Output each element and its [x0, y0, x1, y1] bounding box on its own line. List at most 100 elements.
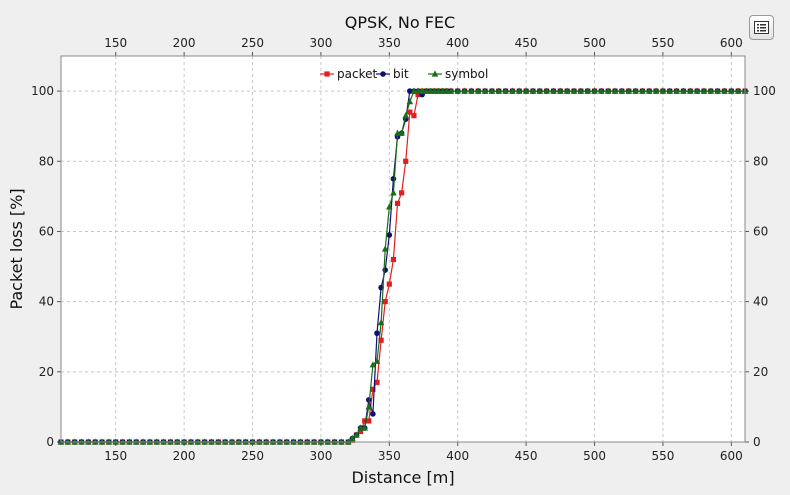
gridlines — [61, 56, 745, 443]
data-point-symbol — [398, 129, 405, 136]
legend-item-symbol: symbol — [428, 67, 488, 81]
data-point-packet — [366, 418, 372, 424]
data-point-symbol — [707, 87, 715, 94]
data-point-symbol — [557, 87, 564, 94]
y-right-tick-label: 80 — [753, 154, 768, 168]
x-tick-label: 550 — [651, 449, 674, 463]
data-point-symbol — [349, 434, 356, 442]
legend-item-packet: packet — [320, 67, 377, 81]
data-point-symbol — [447, 87, 455, 94]
legend-item-bit: bit — [376, 67, 409, 81]
data-point-symbol — [598, 87, 605, 94]
data-point-symbol — [625, 87, 633, 94]
data-point-symbol — [728, 87, 735, 94]
data-point-symbol — [365, 403, 373, 410]
data-point-packet — [374, 379, 380, 385]
legend-label: symbol — [445, 67, 488, 81]
data-point-packet — [394, 200, 401, 206]
data-point-symbol — [468, 87, 475, 94]
axis-ticks: 1501502002002502503003003503504004004504… — [31, 36, 776, 463]
data-point-symbol — [686, 87, 694, 94]
data-point-symbol — [721, 87, 728, 94]
data-point-bit — [407, 88, 413, 94]
data-point-symbol — [381, 245, 389, 252]
y-right-tick-label: 60 — [753, 224, 768, 238]
x-axis-label: Distance [m] — [351, 468, 454, 487]
data-point-symbol — [509, 87, 516, 94]
data-point-packet — [411, 113, 417, 119]
data-point-symbol — [402, 112, 410, 119]
data-point-bit — [370, 411, 376, 417]
y-tick-label: 100 — [31, 84, 54, 98]
data-point-symbol — [591, 87, 598, 94]
data-point-symbol — [714, 87, 721, 94]
data-point-packet — [407, 109, 413, 115]
legend-label: packet — [337, 67, 377, 81]
data-point-symbol — [406, 98, 414, 105]
data-point-symbol — [353, 431, 360, 438]
data-point-symbol — [377, 319, 385, 326]
data-point-packet — [382, 299, 388, 305]
data-point-symbol — [618, 87, 626, 94]
data-point-bit — [390, 176, 397, 182]
data-point-packet — [415, 92, 421, 98]
list-menu-icon — [754, 21, 769, 34]
x-top-tick-label: 250 — [241, 36, 264, 50]
data-point-symbol — [369, 361, 377, 368]
data-point-symbol — [680, 87, 687, 94]
y-right-tick-label: 100 — [753, 84, 776, 98]
data-point-packet — [378, 337, 384, 343]
data-point-symbol — [577, 87, 585, 94]
x-top-tick-label: 600 — [720, 36, 743, 50]
chart-menu-button[interactable] — [749, 15, 774, 40]
data-point-symbol — [488, 87, 496, 94]
plot-area — [60, 55, 746, 443]
data-point-symbol — [604, 87, 612, 94]
data-point-packet — [370, 386, 376, 392]
x-tick-label: 350 — [378, 449, 401, 463]
legend-marker-bit — [380, 71, 386, 77]
x-top-tick-label: 300 — [309, 36, 332, 50]
x-tick-label: 500 — [583, 449, 606, 463]
data-point-symbol — [529, 87, 537, 94]
legend-marker-symbol — [431, 70, 439, 77]
data-point-symbol — [652, 87, 660, 94]
x-tick-label: 150 — [104, 449, 127, 463]
legend-label: bit — [393, 67, 409, 81]
data-point-symbol — [386, 203, 393, 210]
y-axis-label: Packet loss [%] — [7, 188, 26, 309]
data-point-symbol — [734, 87, 742, 94]
x-top-tick-label: 450 — [515, 36, 538, 50]
x-top-tick-label: 350 — [378, 36, 401, 50]
x-top-tick-label: 400 — [446, 36, 469, 50]
data-point-symbol — [390, 189, 397, 196]
data-point-symbol — [481, 87, 489, 94]
x-top-tick-label: 550 — [651, 36, 674, 50]
x-top-tick-label: 150 — [104, 36, 127, 50]
data-point-symbol — [611, 87, 619, 94]
data-point-symbol — [536, 87, 544, 94]
legend-marker-packet — [324, 71, 330, 77]
data-point-symbol — [474, 87, 482, 94]
x-tick-label: 600 — [720, 449, 743, 463]
data-point-bit — [386, 232, 393, 238]
data-point-symbol — [454, 87, 462, 94]
data-point-packet — [390, 256, 397, 263]
data-point-packet — [357, 428, 364, 435]
y-right-tick-label: 20 — [753, 365, 768, 379]
y-tick-label: 80 — [39, 154, 54, 168]
data-point-symbol — [515, 87, 523, 94]
data-point-symbol — [673, 87, 680, 94]
y-tick-label: 20 — [39, 365, 54, 379]
data-point-symbol — [659, 87, 667, 94]
data-point-bit — [382, 267, 389, 273]
x-top-tick-label: 500 — [583, 36, 606, 50]
data-point-symbol — [584, 87, 591, 94]
x-tick-label: 450 — [515, 449, 538, 463]
data-point-packet — [403, 158, 409, 164]
y-tick-label: 40 — [39, 295, 54, 309]
y-tick-label: 0 — [46, 435, 54, 449]
x-tick-label: 200 — [173, 449, 196, 463]
chart-title: QPSK, No FEC — [345, 13, 455, 32]
